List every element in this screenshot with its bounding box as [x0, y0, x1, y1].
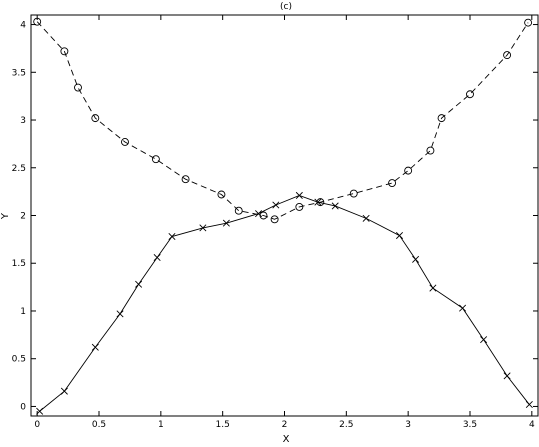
x-tick-label: 4 — [529, 420, 535, 430]
plot-frame — [30, 14, 539, 417]
y-tick-label: 1.5 — [12, 259, 26, 269]
data-point-x — [412, 255, 420, 263]
x-tick-label: 3.5 — [463, 420, 477, 430]
data-point-circle — [426, 146, 435, 155]
data-point-circle — [181, 175, 190, 184]
y-tick-label: 2.5 — [12, 164, 26, 174]
y-tick-label: 2 — [20, 212, 26, 222]
x-tick-label: 0.5 — [92, 420, 106, 430]
data-point-circle — [60, 47, 69, 56]
data-point-x — [116, 310, 124, 318]
data-point-x — [222, 219, 230, 227]
data-point-circle — [503, 51, 512, 60]
data-point-x — [429, 284, 437, 292]
data-point-circle — [524, 18, 533, 27]
chart-title: (c) — [280, 2, 292, 12]
y-axis-label: Y — [0, 212, 11, 220]
data-point-circle — [33, 17, 42, 26]
data-point-x — [314, 198, 322, 206]
data-point-circle — [270, 215, 279, 224]
x-tick-label: 2 — [282, 420, 288, 430]
data-point-circle — [388, 179, 397, 187]
data-point-x — [60, 387, 68, 395]
data-point-circle — [91, 114, 100, 123]
data-point-x — [395, 232, 404, 240]
data-point-circle — [217, 190, 226, 199]
data-point-circle — [349, 189, 358, 198]
y-tick-label: 4 — [20, 21, 26, 31]
data-point-x — [153, 253, 161, 262]
data-point-circle — [234, 206, 243, 215]
data-point-circle — [74, 83, 82, 92]
data-point-x — [362, 214, 370, 222]
data-point-x — [135, 280, 143, 288]
y-tick-label: 1 — [20, 307, 26, 317]
y-tick-label: 3 — [20, 116, 26, 126]
data-point-x — [480, 336, 488, 344]
y-tick-label: 0.5 — [12, 355, 26, 365]
data-point-x — [331, 202, 339, 210]
data-point-x — [168, 232, 176, 241]
series-0 — [33, 17, 533, 224]
data-point-circle — [151, 155, 160, 164]
data-point-x — [91, 343, 99, 351]
series-line — [36, 21, 529, 220]
data-point-x — [459, 304, 467, 312]
data-point-x — [295, 191, 303, 199]
data-point-x — [255, 210, 263, 218]
series-1 — [36, 191, 533, 415]
y-tick-label: 0 — [20, 402, 26, 412]
data-point-x — [272, 201, 280, 209]
x-tick-label: 0 — [34, 420, 40, 430]
x-tick-label: 1 — [158, 420, 164, 430]
x-axis-label: X — [283, 434, 290, 443]
data-point-circle — [437, 114, 446, 123]
data-point-x — [199, 224, 207, 232]
data-point-circle — [404, 166, 413, 175]
data-point-x — [525, 401, 533, 409]
data-point-circle — [466, 90, 474, 99]
x-tick-label: 2.5 — [339, 420, 353, 430]
series-layer — [33, 17, 533, 415]
data-point-circle — [295, 202, 304, 211]
y-tick-label: 3.5 — [12, 68, 26, 78]
data-point-x — [36, 407, 44, 415]
axis-ticks: 0 0.5 1 1.5 2 2.5 3 3.5 4 0 0.5 1 1.5 2 2.5 3 3.5 4 — [12, 15, 538, 430]
data-point-circle — [121, 138, 129, 146]
data-point-x — [503, 372, 511, 380]
x-tick-label: 1.5 — [216, 420, 230, 430]
series-line — [39, 194, 530, 412]
x-tick-label: 3 — [405, 420, 411, 430]
